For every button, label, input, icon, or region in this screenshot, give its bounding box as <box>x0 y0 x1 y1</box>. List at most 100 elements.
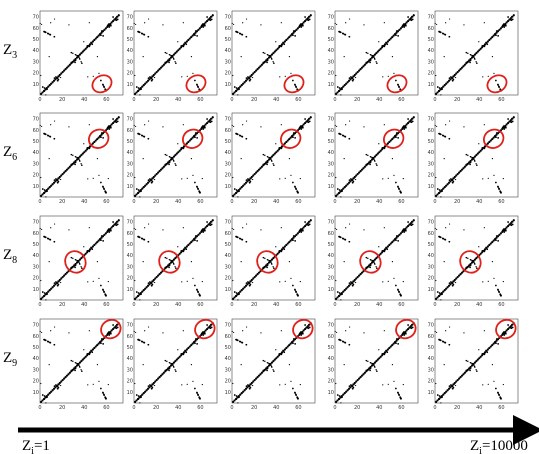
contact-dot <box>209 15 212 18</box>
contact-dot <box>248 77 251 80</box>
x-tick-label: 40 <box>81 405 87 411</box>
contact-dot <box>300 26 303 28</box>
contact-dot <box>233 125 235 128</box>
contact-dot <box>351 179 354 182</box>
contact-dot <box>307 323 310 326</box>
contact-dot <box>158 273 161 276</box>
y-tick-label: 60 <box>127 26 133 32</box>
contact-dot <box>483 330 485 332</box>
contact-dot <box>40 382 42 385</box>
highlight-ellipse <box>194 318 216 340</box>
contact-dot <box>103 233 106 236</box>
contact-dot <box>378 349 380 351</box>
contact-dot <box>210 326 213 329</box>
contact-dot <box>104 191 107 193</box>
contact-dot <box>89 351 92 354</box>
contact-dot <box>268 259 271 262</box>
contact-dot <box>370 364 374 367</box>
contact-dot <box>488 140 491 144</box>
contact-dot <box>369 263 372 266</box>
contact-dot <box>155 275 158 279</box>
contact-dot <box>204 329 207 332</box>
contact-dot <box>342 237 345 240</box>
contact-dot <box>141 393 144 396</box>
contact-dot <box>493 277 495 280</box>
y-tick-label: 40 <box>328 48 334 54</box>
contact-dot <box>465 153 467 156</box>
contact-dot <box>486 245 489 248</box>
highlight-ellipse <box>495 318 517 340</box>
contact-dot <box>304 16 307 18</box>
contact-dot <box>100 133 103 136</box>
contact-dot <box>190 343 193 347</box>
contact-dot <box>351 282 354 285</box>
highlight-ellipse <box>482 128 505 149</box>
contact-dot <box>177 41 179 43</box>
contact-dot <box>138 339 140 341</box>
contact-dot <box>232 194 235 197</box>
contact-dot <box>141 85 144 88</box>
contact-dot <box>351 387 354 390</box>
contact-dot <box>233 23 235 26</box>
x-tick-label: 40 <box>376 405 382 411</box>
contact-dot <box>406 19 410 23</box>
contact-dot <box>371 156 374 159</box>
contact-dot <box>83 357 86 360</box>
contact-dot <box>458 171 461 174</box>
y-tick-label: 60 <box>225 128 231 134</box>
contact-dot <box>243 81 246 84</box>
contact-dot <box>56 181 59 184</box>
contact-dot <box>244 181 248 184</box>
contact-dot <box>92 280 94 282</box>
contact-dot <box>80 52 83 55</box>
contact-dot <box>53 120 56 122</box>
contact-dot <box>45 299 47 301</box>
contact-dot <box>369 366 372 369</box>
contact-dot <box>445 22 447 24</box>
highlight-ellipse <box>382 128 405 149</box>
contact-dot <box>369 258 372 261</box>
contact-dot <box>188 139 191 142</box>
contact-dot <box>99 134 102 137</box>
contact-dot <box>447 387 451 390</box>
contact-dot <box>107 383 109 386</box>
contact-dot <box>443 261 445 263</box>
contact-dot <box>395 132 398 134</box>
contact-dot <box>334 22 336 25</box>
contact-dot <box>43 292 46 294</box>
contact-dot <box>478 151 481 154</box>
contact-dot <box>97 239 100 242</box>
contact-dot <box>48 158 50 160</box>
contact-dot <box>272 61 274 63</box>
contact-dot <box>386 348 389 351</box>
contact-dot <box>379 252 382 255</box>
contact-dot <box>208 223 211 226</box>
contact-dot <box>356 172 359 176</box>
x-tick-label: 0 <box>38 97 41 103</box>
contact-dot <box>353 280 355 283</box>
contact-dot <box>484 145 487 148</box>
contact-dot <box>207 18 210 21</box>
contact-dot <box>185 348 188 351</box>
contact-dot <box>264 257 266 260</box>
contact-dot <box>152 175 155 179</box>
contact-dot <box>166 257 168 260</box>
contact-dot <box>157 69 160 72</box>
contact-dot <box>273 358 276 361</box>
contact-dot <box>512 14 515 17</box>
contact-dot <box>191 239 194 242</box>
contact-dot <box>443 238 446 241</box>
contact-dot <box>116 223 119 226</box>
contact-dot <box>440 299 442 301</box>
y-tick-label: 70 <box>328 15 334 21</box>
contact-dot <box>298 333 301 337</box>
contact-dot <box>145 389 148 392</box>
contact-dot <box>474 160 476 162</box>
contact-dot <box>78 56 80 58</box>
contact-dot <box>202 128 205 130</box>
contact-dot <box>177 357 180 360</box>
contact-dot <box>507 221 510 223</box>
contact-dot <box>113 120 116 123</box>
contact-dot <box>346 389 349 392</box>
contact-dot <box>81 152 84 155</box>
